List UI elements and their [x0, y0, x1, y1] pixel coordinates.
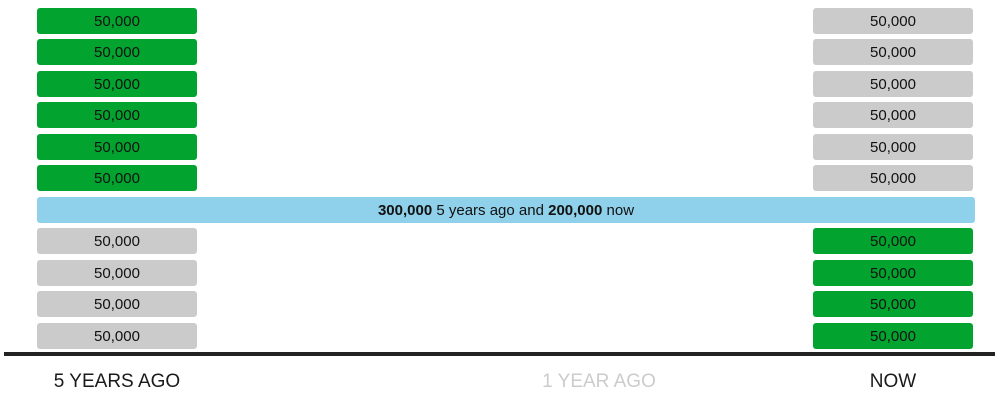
summary-value-then: 300,000 [377, 201, 433, 219]
left-value-block: 50,000 [37, 8, 197, 34]
left-value-block: 50,000 [37, 39, 197, 65]
right-value-block: 50,000 [813, 71, 973, 97]
right-value-block: 50,000 [813, 291, 973, 317]
right-value-block: 50,000 [813, 8, 973, 34]
summary-value-now: 200,000 [548, 201, 603, 219]
right-value-block: 50,000 [813, 165, 973, 191]
left-value-block: 50,000 [37, 260, 197, 286]
right-value-block: 50,000 [813, 39, 973, 65]
left-value-block: 50,000 [37, 323, 197, 349]
left-value-block: 50,000 [37, 291, 197, 317]
left-value-block: 50,000 [37, 134, 197, 160]
right-value-block: 50,000 [813, 260, 973, 286]
axis-label-one-year-ago: 1 YEAR AGO [542, 371, 656, 392]
axis-label-five-years-ago: 5 YEARS AGO [53, 371, 181, 392]
summary-text-then: 5 years ago and [432, 201, 549, 219]
left-value-block: 50,000 [37, 71, 197, 97]
right-value-block: 50,000 [813, 102, 973, 128]
right-value-block: 50,000 [813, 323, 973, 349]
left-value-block: 50,000 [37, 228, 197, 254]
axis-label-now: NOW [869, 371, 917, 392]
left-value-block: 50,000 [37, 102, 197, 128]
timeline-axis [4, 352, 995, 356]
right-value-block: 50,000 [813, 134, 973, 160]
right-value-block: 50,000 [813, 228, 973, 254]
left-value-block: 50,000 [37, 165, 197, 191]
summary-band: 300,000 5 years ago and 200,000 now [37, 197, 975, 223]
summary-text-now: now [602, 201, 635, 219]
